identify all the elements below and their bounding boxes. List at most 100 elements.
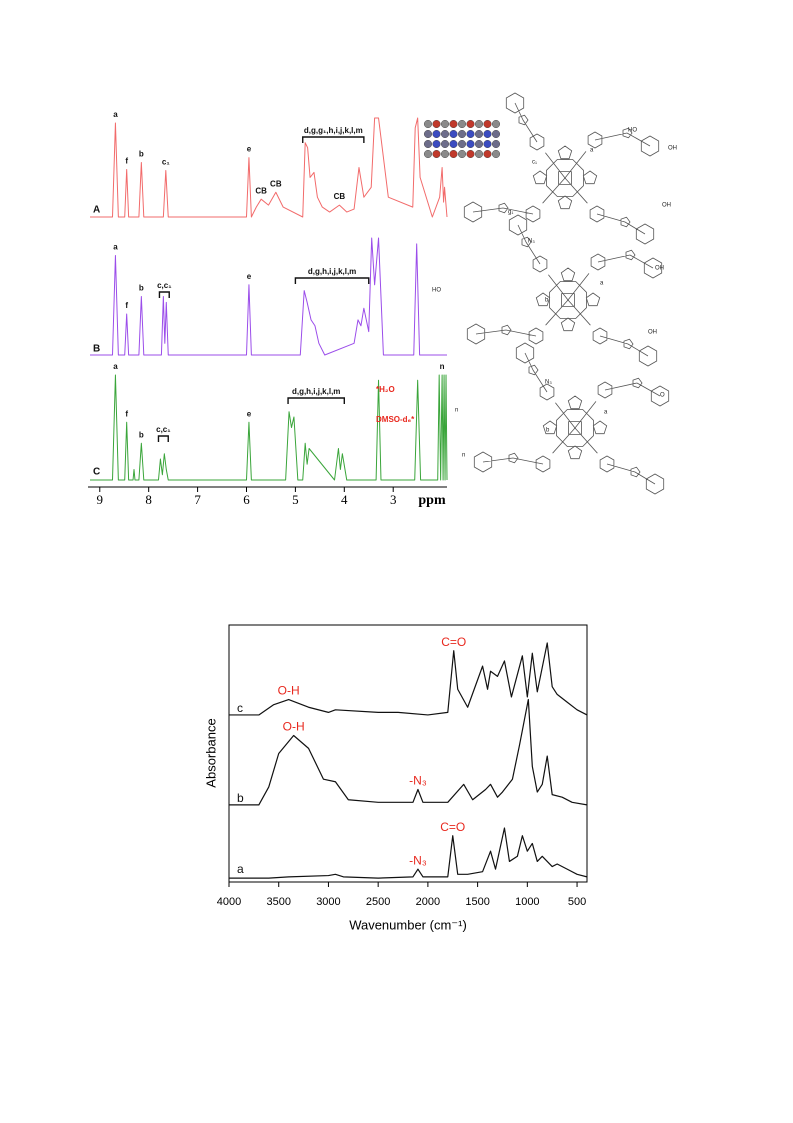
x-tick-label: 4000 [217, 896, 241, 908]
cucurbituril-atom [441, 149, 450, 158]
structure-label: b [546, 428, 550, 434]
peak-label: c,c₁ [156, 425, 171, 434]
peak-label: -N₃ [409, 774, 427, 788]
peak-label: d,g,h,i,j,k,l,m [308, 267, 356, 276]
bracket [157, 435, 169, 442]
structure-label: g₁ [508, 210, 513, 216]
peak-label: O-H [278, 684, 300, 698]
peak-label: *H₂O [376, 385, 395, 394]
cucurbituril-atom [466, 129, 475, 138]
cucurbituril-atom [483, 119, 492, 128]
x-tick-label: 3000 [316, 896, 340, 908]
cucurbituril-atom [466, 149, 475, 158]
spectrum-line [90, 237, 447, 356]
structure-label: n [462, 453, 465, 459]
bracket [287, 397, 346, 404]
peak-label: CB [255, 186, 267, 195]
structure-sketch [473, 342, 670, 495]
bracket [158, 291, 170, 298]
peak-label: b [139, 430, 144, 439]
structure-label: a [604, 410, 608, 416]
peak-label: c,c₁ [157, 281, 172, 290]
cucurbituril-atom [441, 129, 450, 138]
peak-label: f [125, 157, 128, 166]
series-label: b [237, 791, 244, 805]
cucurbituril-atom [483, 139, 492, 148]
structure-label: N₃ [528, 239, 535, 245]
peak-label: f [125, 409, 128, 418]
structure-label: c₁ [532, 160, 537, 166]
peak-label: d,g,h,i,j,k,l,m [292, 387, 340, 396]
cucurbituril-atom [475, 139, 484, 148]
cucurbituril-atom [483, 149, 492, 158]
y-axis-label: Absorbance [203, 718, 218, 787]
series-label: A [93, 205, 100, 216]
structure-label: N₃ [545, 380, 552, 386]
cucurbituril-atom [432, 149, 441, 158]
bracket [302, 136, 365, 143]
cucurbituril-atom [432, 119, 441, 128]
cucurbituril-atom [424, 129, 433, 138]
cucurbituril-atom [441, 139, 450, 148]
plot-frame [228, 624, 588, 883]
structure-label: OH [648, 330, 657, 336]
structure-label: a [590, 148, 594, 154]
cucurbituril-atom [449, 149, 458, 158]
cucurbituril-atom [466, 119, 475, 128]
peak-label: c₁ [162, 158, 170, 167]
x-tick-label: 3 [390, 492, 397, 507]
x-tick-label: 1000 [515, 896, 539, 908]
peak-label: O-H [283, 720, 305, 734]
cucurbituril-atom [492, 129, 501, 138]
peak-label: b [139, 150, 144, 159]
cucurbituril-atom [432, 139, 441, 148]
series-label: C [93, 467, 100, 478]
x-tick-label: 5 [292, 492, 299, 507]
series-label: a [237, 862, 244, 876]
cucurbituril-atom [458, 139, 467, 148]
peak-label: C=O [441, 635, 466, 649]
structure-label: a [600, 281, 604, 287]
structure-label: OH [662, 203, 671, 209]
peak-label: b [139, 284, 144, 293]
spectrum-line [229, 642, 588, 716]
cucurbituril-atom [466, 139, 475, 148]
series-label: B [93, 344, 100, 355]
peak-label: a [113, 110, 118, 119]
cucurbituril-atom [449, 139, 458, 148]
cucurbituril-atom [432, 129, 441, 138]
x-tick-label: 9 [97, 492, 104, 507]
spectrum-line [229, 827, 588, 879]
structure-sketch [466, 214, 663, 367]
spectrum-line [90, 117, 448, 218]
peak-label: DMSO-d₆* [376, 415, 415, 424]
cucurbituril-atom [449, 119, 458, 128]
cucurbituril-atom [475, 129, 484, 138]
x-tick-label: 1500 [465, 896, 489, 908]
structure-sketch [463, 92, 660, 245]
x-tick-label: 6 [243, 492, 250, 507]
peak-label: CB [334, 192, 346, 201]
bracket [294, 277, 370, 284]
x-axis-label: Wavenumber (cm⁻¹) [349, 917, 467, 932]
peak-label: f [125, 301, 128, 310]
x-tick-label: 7 [194, 492, 201, 507]
x-tick-label: 2000 [416, 896, 440, 908]
cucurbituril-atom [449, 129, 458, 138]
cucurbituril-atom [441, 119, 450, 128]
x-tick-label: 2500 [366, 896, 390, 908]
cucurbituril-atom [424, 139, 433, 148]
spectrum-line [90, 374, 448, 481]
structure-label: n [455, 408, 458, 414]
structure-label: b [545, 298, 549, 304]
cucurbituril-atom [492, 119, 501, 128]
peak-label: e [247, 272, 252, 281]
cucurbituril-atom [424, 149, 433, 158]
peak-label: n [440, 362, 445, 371]
peak-label: a [113, 243, 118, 252]
cucurbituril-atom [483, 129, 492, 138]
cucurbituril-atom [458, 129, 467, 138]
peak-label: CB [270, 179, 282, 188]
